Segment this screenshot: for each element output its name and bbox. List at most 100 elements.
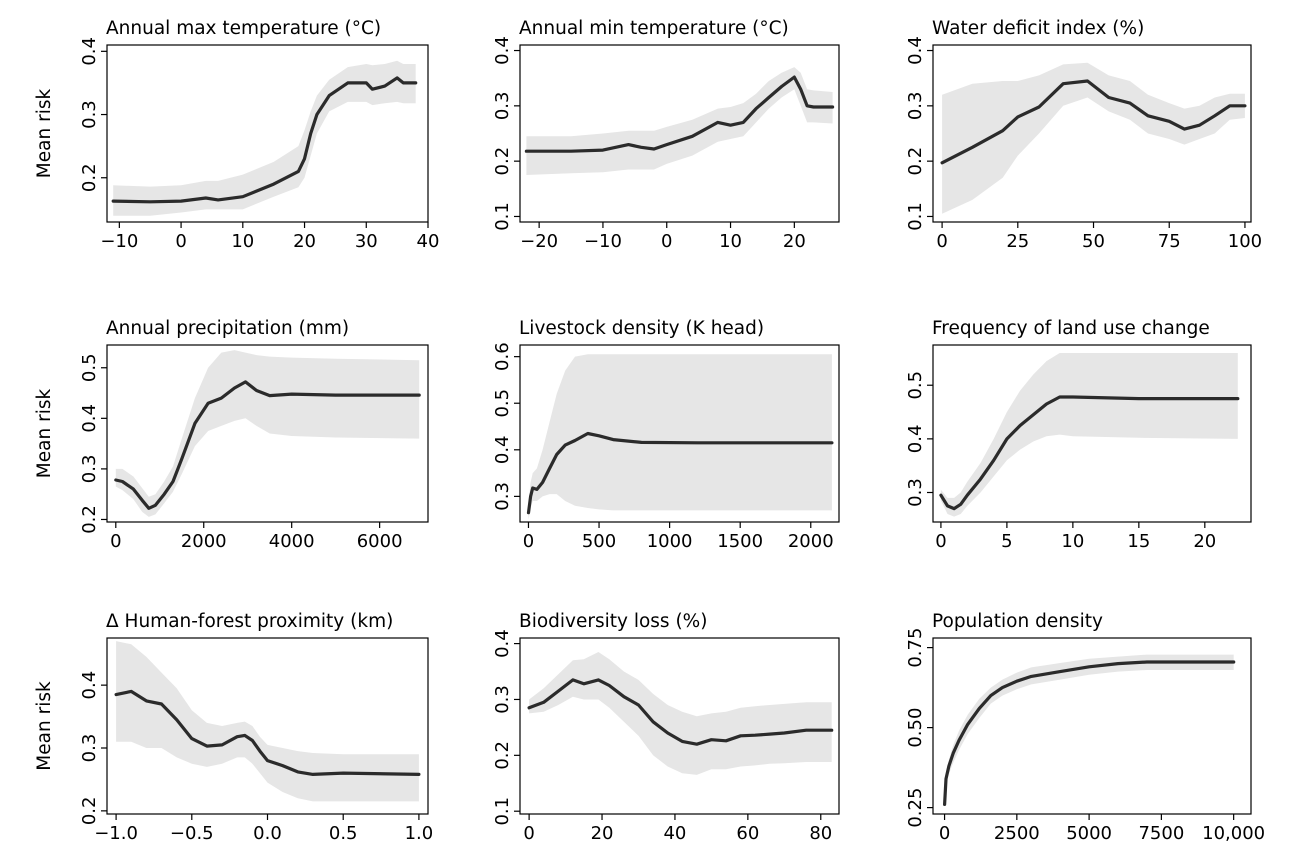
x-tick-label: 0 xyxy=(523,823,534,844)
y-tick-label: 0.4 xyxy=(492,435,513,464)
y-tick-label: 0.3 xyxy=(492,92,513,121)
x-tick-label: 10,000 xyxy=(1202,823,1265,844)
panel-title: Livestock density (K head) xyxy=(519,318,764,339)
panel-title: Biodiversity loss (%) xyxy=(519,611,707,632)
plot-frame xyxy=(932,637,1252,815)
chart-panel-9: Population density 0 2500 5000 7500 10,000 0.2… xyxy=(905,611,1265,844)
mean-risk-line xyxy=(111,76,418,204)
x-tick-label: 1000 xyxy=(647,531,693,552)
x-tick-label: 20 xyxy=(1193,531,1216,552)
x-tick-label: −1.0 xyxy=(94,823,138,844)
y-tick-label: 0.3 xyxy=(905,478,926,507)
y-tick-label: 0.3 xyxy=(79,100,100,129)
panel-title: Δ Human-forest proximity (km) xyxy=(106,611,393,632)
y-tick-label: 0.4 xyxy=(905,425,926,454)
x-tick-label: 0 xyxy=(523,531,534,552)
y-axis-title: Mean risk xyxy=(34,681,55,771)
y-tick-label: 0.5 xyxy=(79,353,100,382)
x-tick-label: 40 xyxy=(663,823,686,844)
y-tick-label: 0.50 xyxy=(905,708,926,748)
x-tick-label: 4000 xyxy=(269,531,315,552)
y-tick-label: 0.2 xyxy=(79,797,100,826)
panel-title: Frequency of land use change xyxy=(932,318,1210,339)
mean-risk-line xyxy=(114,380,421,510)
x-tick-label: −10 xyxy=(584,231,622,252)
y-tick-label: 0.2 xyxy=(79,505,100,534)
mean-risk-line xyxy=(114,689,421,777)
x-tick-label: 100 xyxy=(1228,231,1262,252)
confidence-band xyxy=(115,350,420,517)
x-tick-label: 0 xyxy=(936,231,947,252)
y-tick-label: 0.4 xyxy=(79,37,100,66)
mean-risk-line xyxy=(527,678,834,746)
x-tick-label: 30 xyxy=(355,231,378,252)
confidence-band xyxy=(116,641,419,802)
confidence-band xyxy=(113,60,416,216)
x-tick-label: −0.5 xyxy=(170,823,214,844)
x-tick-label: 6000 xyxy=(357,531,403,552)
x-tick-label: 80 xyxy=(809,823,832,844)
y-tick-label: 0.1 xyxy=(492,797,513,826)
chart-panel-1: Annual max temperature (°C) −10 0 10 20 30 40 0… xyxy=(34,18,439,252)
y-tick-label: 0.3 xyxy=(79,734,100,763)
y-tick-label: 0.4 xyxy=(492,36,513,65)
mean-risk-line xyxy=(524,75,835,153)
x-tick-label: 10 xyxy=(231,231,254,252)
plot-frame xyxy=(519,44,840,223)
plot-frame xyxy=(932,44,1252,223)
mean-risk-line xyxy=(940,79,1247,165)
x-tick-label: 15 xyxy=(1127,531,1150,552)
confidence-band xyxy=(942,62,1245,214)
y-tick-label: 0.2 xyxy=(905,147,926,176)
panel-title: Annual max temperature (°C) xyxy=(106,18,381,39)
x-tick-label: −10 xyxy=(100,231,138,252)
x-tick-label: 10 xyxy=(1061,531,1084,552)
x-tick-label: 1.0 xyxy=(405,823,434,844)
y-tick-label: 0.3 xyxy=(905,92,926,121)
x-tick-label: 7500 xyxy=(1138,823,1184,844)
plot-frame xyxy=(519,344,840,523)
confidence-band xyxy=(940,353,1238,517)
y-tick-label: 0.25 xyxy=(905,788,926,828)
x-tick-label: 5 xyxy=(1001,531,1012,552)
y-tick-label: 0.4 xyxy=(492,629,513,658)
confidence-band xyxy=(528,354,832,520)
chart-panel-2: Annual min temperature (°C) −20 −10 0 10 20 0.… xyxy=(492,18,840,252)
panel-title: Population density xyxy=(932,611,1103,632)
x-tick-label: 0 xyxy=(175,231,186,252)
plot-frame xyxy=(519,637,840,815)
confidence-band xyxy=(526,67,833,175)
x-tick-label: −20 xyxy=(520,231,558,252)
y-axis-title: Mean risk xyxy=(34,89,55,179)
x-tick-label: 1500 xyxy=(717,531,763,552)
x-tick-label: 0 xyxy=(661,231,672,252)
plot-frame xyxy=(932,344,1252,523)
panel-title: Annual precipitation (mm) xyxy=(106,318,349,339)
confidence-band xyxy=(944,654,1234,808)
x-tick-label: 2500 xyxy=(994,823,1040,844)
y-tick-label: 0.3 xyxy=(79,455,100,484)
x-tick-label: 25 xyxy=(1006,231,1029,252)
x-tick-label: 500 xyxy=(582,531,616,552)
y-tick-label: 0.4 xyxy=(905,36,926,65)
y-tick-label: 0.3 xyxy=(492,482,513,511)
x-tick-label: 20 xyxy=(783,231,806,252)
x-tick-label: 10 xyxy=(719,231,742,252)
chart-panel-6: Frequency of land use change 0 5 10 15 20 0.3 0… xyxy=(905,318,1252,552)
x-tick-label: 0 xyxy=(110,531,121,552)
mean-risk-line xyxy=(939,395,1240,511)
x-tick-label: 2000 xyxy=(788,531,834,552)
plot-frame xyxy=(106,44,429,223)
panel-title: Annual min temperature (°C) xyxy=(519,18,789,39)
x-tick-label: 60 xyxy=(736,823,759,844)
y-tick-label: 0.5 xyxy=(905,371,926,400)
confidence-band xyxy=(529,652,832,775)
y-tick-label: 0.4 xyxy=(79,404,100,433)
panel-title: Water deficit index (%) xyxy=(932,18,1144,39)
x-tick-label: 75 xyxy=(1158,231,1181,252)
x-tick-label: 0.0 xyxy=(253,823,282,844)
y-tick-label: 0.75 xyxy=(905,628,926,668)
x-tick-label: 5000 xyxy=(1066,823,1112,844)
mean-risk-line xyxy=(526,431,834,515)
